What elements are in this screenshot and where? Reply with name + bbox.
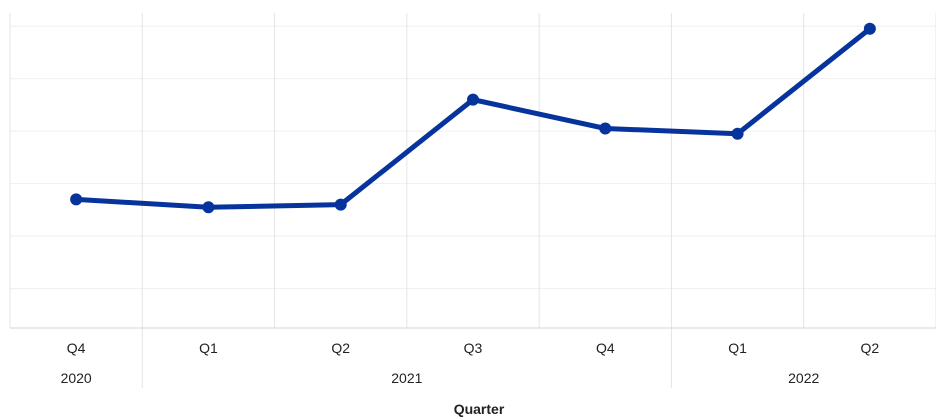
- x-tick-label: Q4: [67, 340, 86, 356]
- data-point-2[interactable]: [335, 199, 347, 211]
- data-point-3[interactable]: [467, 94, 479, 106]
- year-label: 2021: [391, 370, 422, 386]
- x-tick-labels: Q4 Q1 Q2 Q3 Q4 Q1 Q2: [67, 340, 880, 356]
- x-tick-label: Q1: [728, 340, 747, 356]
- data-point-4[interactable]: [599, 123, 611, 135]
- x-tick-label: Q1: [199, 340, 218, 356]
- series-line-0: [76, 29, 870, 208]
- series-group: [70, 23, 876, 214]
- year-group-labels: 2020 2021 2022: [61, 370, 820, 386]
- x-tick-label: Q2: [861, 340, 880, 356]
- data-point-6[interactable]: [864, 23, 876, 35]
- grid-lines: [10, 13, 936, 328]
- x-tick-label: Q3: [464, 340, 483, 356]
- data-point-5[interactable]: [732, 128, 744, 140]
- year-label: 2020: [61, 370, 92, 386]
- x-axis-title: Quarter: [454, 401, 505, 417]
- data-point-1[interactable]: [202, 201, 214, 213]
- x-tick-label: Q4: [596, 340, 615, 356]
- data-point-0[interactable]: [70, 193, 82, 205]
- x-tick-label: Q2: [331, 340, 350, 356]
- year-label: 2022: [788, 370, 819, 386]
